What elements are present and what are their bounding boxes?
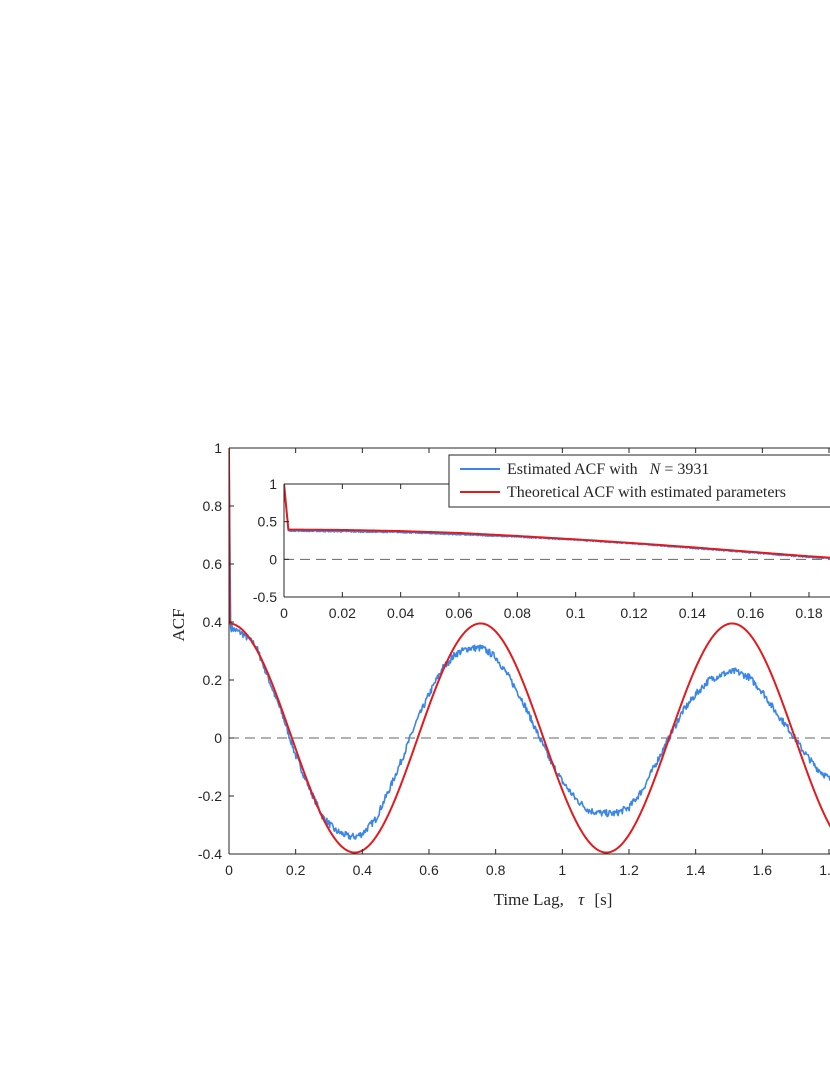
inset-xtick-label: 0.06 (445, 605, 472, 621)
main-xtick-label: 1.6 (753, 862, 773, 878)
main-series-theoretical-line (229, 448, 830, 854)
main-xtick-label: 0.8 (486, 862, 506, 878)
inset-ytick-label: 0 (269, 551, 277, 567)
inset-xtick-label: 0.16 (737, 605, 764, 621)
main-xtick-label: 0.6 (419, 862, 439, 878)
legend-box (448, 454, 830, 508)
main-xtick-label: 0.4 (353, 862, 373, 878)
main-xtick-label: 1.4 (686, 862, 706, 878)
main-ytick-label: 1 (214, 440, 222, 456)
main-xtick-label: 1 (558, 862, 566, 878)
inset-xtick-label: 0 (280, 605, 288, 621)
main-ytick-label: 0.6 (203, 556, 223, 572)
inset-xtick-label: 0.04 (387, 605, 414, 621)
inset-xtick-label: 0.14 (679, 605, 706, 621)
main-xtick-label: 1.8 (819, 862, 830, 878)
main-ytick-label: 0.2 (203, 672, 223, 688)
main-x-axis-title: Time Lag, τ [s] (494, 890, 613, 909)
main-xtick-label: 1.2 (619, 862, 639, 878)
main-xtick-label: 0.2 (286, 862, 306, 878)
inset-ytick-label: 1 (269, 476, 277, 492)
main-ytick-label: 0.8 (203, 498, 223, 514)
inset-series-theoretical-line (284, 484, 830, 559)
inset-xtick-label: 0.12 (620, 605, 647, 621)
inset-ytick-label: 0.5 (258, 514, 278, 530)
main-series-estimated-line (229, 448, 830, 840)
main-ytick-label: -0.4 (198, 846, 222, 862)
legend-label-theoretical: Theoretical ACF with estimated parameter… (507, 484, 786, 501)
main-y-axis-title: ACF (169, 608, 188, 641)
legend: Estimated ACF with N = 3931 Theoretical … (448, 454, 830, 508)
legend-label-estimated: Estimated ACF with N = 3931 (507, 461, 709, 478)
inset-xtick-label: 0.1 (566, 605, 586, 621)
inset-xtick-label: 0.08 (504, 605, 531, 621)
main-xtick-label: 0 (225, 862, 233, 878)
main-ytick-label: 0 (214, 730, 222, 746)
main-ytick-label: 0.4 (203, 614, 223, 630)
main-ytick-label: -0.2 (198, 788, 222, 804)
inset-xtick-label: 0.02 (329, 605, 356, 621)
inset-ytick-label: -0.5 (253, 589, 277, 605)
inset-xtick-label: 0.18 (795, 605, 822, 621)
